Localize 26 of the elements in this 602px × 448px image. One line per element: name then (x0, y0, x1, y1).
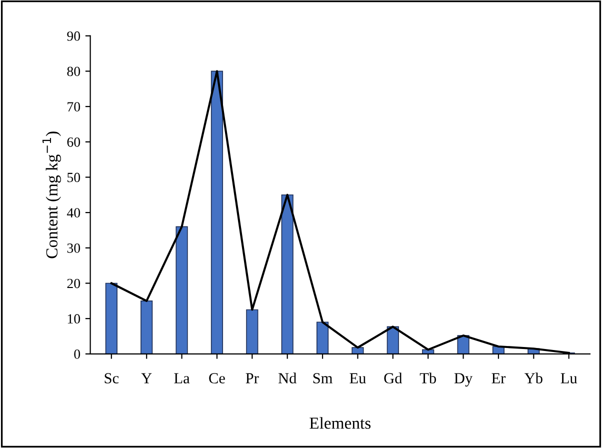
x-tick-label: Dy (454, 373, 473, 387)
x-tick-label: Eu (350, 373, 366, 384)
y-tick-label: 30 (67, 243, 80, 253)
y-tick-label: 80 (67, 66, 80, 76)
y-tick-label: 40 (66, 208, 80, 218)
x-tick-label: Lu (560, 373, 578, 384)
y-tick-label: 70 (68, 102, 80, 112)
x-axis-title: Elements (310, 417, 371, 429)
x-tick-label: Pr (246, 373, 259, 384)
x-tick-label: Er (492, 373, 506, 384)
y-tick-label: 50 (67, 172, 80, 182)
x-tick-label: Sc (104, 373, 119, 384)
y-tick-label: 20 (67, 278, 80, 288)
y-tick-label: 0 (74, 350, 80, 359)
x-tick-label: Yb (524, 372, 542, 384)
y-tick-label: 60 (67, 137, 80, 147)
x-tick-label: Ce (209, 373, 225, 384)
x-tick-label: La (174, 373, 190, 384)
y-tick-label: 90 (67, 31, 80, 41)
x-tick-label: Nd (278, 372, 296, 384)
x-tick-label: Tb (420, 372, 436, 384)
x-tick-label: Y (141, 373, 152, 384)
x-tick-label: Gd (384, 372, 402, 384)
y-tick-label: 10 (68, 314, 80, 324)
x-tick-label: Sm (313, 373, 332, 384)
y-axis-title: Content (mg kg$^{−1}$) (42, 132, 61, 258)
